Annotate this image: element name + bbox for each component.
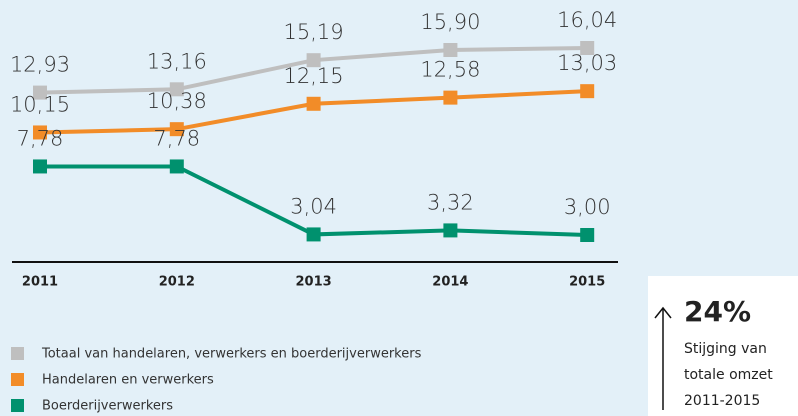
point-marker xyxy=(306,53,321,68)
value-label: 13,03 xyxy=(557,51,617,75)
value-label: 15,90 xyxy=(420,10,480,34)
legend-label: Boerderijverwerkers xyxy=(42,399,173,414)
point-marker xyxy=(33,159,47,174)
legend-label: Totaal van handelaren, verwerkers en boe… xyxy=(41,347,422,362)
point-marker xyxy=(580,228,595,242)
value-label: 3,32 xyxy=(427,190,474,214)
callout-value: 24% xyxy=(684,295,751,328)
point-marker xyxy=(169,159,184,174)
x-tick-label: 2011 xyxy=(22,275,58,290)
value-label: 12,93 xyxy=(10,53,70,77)
arrow-head xyxy=(654,306,672,319)
value-label: 10,38 xyxy=(147,89,207,113)
point-marker xyxy=(169,122,184,137)
value-label: 7,78 xyxy=(17,126,64,150)
callout-box xyxy=(648,276,798,416)
legend-swatch xyxy=(11,373,24,386)
legend-label: Handelaren en verwerkers xyxy=(42,373,214,388)
x-tick-label: 2013 xyxy=(296,275,332,290)
point-marker xyxy=(443,43,458,58)
x-tick-label: 2012 xyxy=(159,275,195,290)
value-label: 10,15 xyxy=(10,92,70,116)
value-label: 16,04 xyxy=(557,8,617,32)
point-marker xyxy=(33,125,47,140)
value-label: 12,58 xyxy=(420,58,480,82)
value-label: 3,04 xyxy=(290,194,337,218)
x-tick-label: 2014 xyxy=(432,275,468,290)
point-marker xyxy=(306,227,321,242)
point-marker xyxy=(169,82,184,97)
point-marker xyxy=(580,84,595,99)
x-tick-label: 2015 xyxy=(569,275,605,290)
callout-text: Stijging van xyxy=(684,341,767,357)
value-label: 7,78 xyxy=(153,126,200,150)
callout-text: 2011-2015 xyxy=(684,393,760,409)
value-label: 3,00 xyxy=(564,195,611,219)
point-marker xyxy=(580,41,595,55)
point-marker xyxy=(443,90,458,105)
point-marker xyxy=(33,85,47,100)
value-label: 12,15 xyxy=(284,64,344,88)
value-label: 15,19 xyxy=(284,20,344,44)
callout-text: totale omzet xyxy=(684,367,773,383)
legend-swatch xyxy=(11,399,24,412)
point-marker xyxy=(443,223,458,238)
value-label: 13,16 xyxy=(147,49,207,73)
legend-swatch xyxy=(11,347,24,360)
point-marker xyxy=(306,96,321,111)
